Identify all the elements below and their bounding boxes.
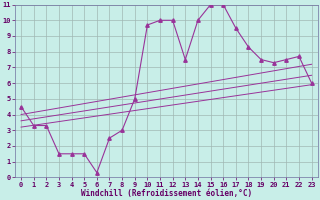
X-axis label: Windchill (Refroidissement éolien,°C): Windchill (Refroidissement éolien,°C): [81, 189, 252, 198]
